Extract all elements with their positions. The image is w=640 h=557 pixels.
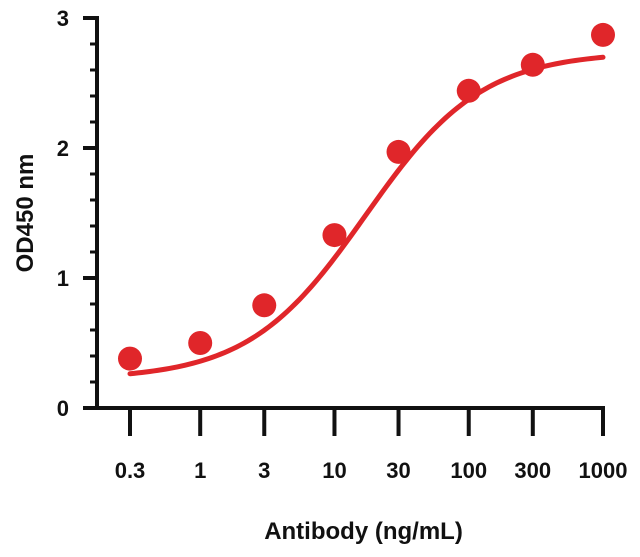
axes: 0 1 2 3 0.3 1 3 10 30 100 300 1000 <box>57 6 628 483</box>
data-point <box>252 293 277 318</box>
fit-curve <box>127 54 606 377</box>
data-point <box>188 331 213 355</box>
data-point <box>591 22 615 47</box>
x-tick-label: 1 <box>194 458 206 483</box>
x-tick-label: 100 <box>450 458 487 483</box>
x-tick-label: 10 <box>322 458 346 483</box>
y-axis-title: OD450 nm <box>12 154 39 273</box>
fit-curve-layer <box>127 54 606 377</box>
data-point <box>456 78 481 103</box>
x-tick-label: 30 <box>386 458 410 483</box>
x-tick-label: 3 <box>258 458 270 483</box>
data-point <box>386 139 411 164</box>
x-tick-label: 300 <box>514 458 551 483</box>
data-point <box>520 52 545 77</box>
x-axis-title: Antibody (ng/mL) <box>264 518 463 545</box>
y-tick-label: 0 <box>57 396 69 421</box>
x-tick-label: 0.3 <box>115 458 146 483</box>
data-point <box>322 223 347 248</box>
y-tick-label: 2 <box>57 136 69 161</box>
x-tick-label: 1000 <box>579 458 628 483</box>
data-point <box>118 346 142 371</box>
y-tick-label: 1 <box>57 266 69 291</box>
data-points-layer <box>118 22 615 371</box>
y-tick-label: 3 <box>57 6 69 31</box>
